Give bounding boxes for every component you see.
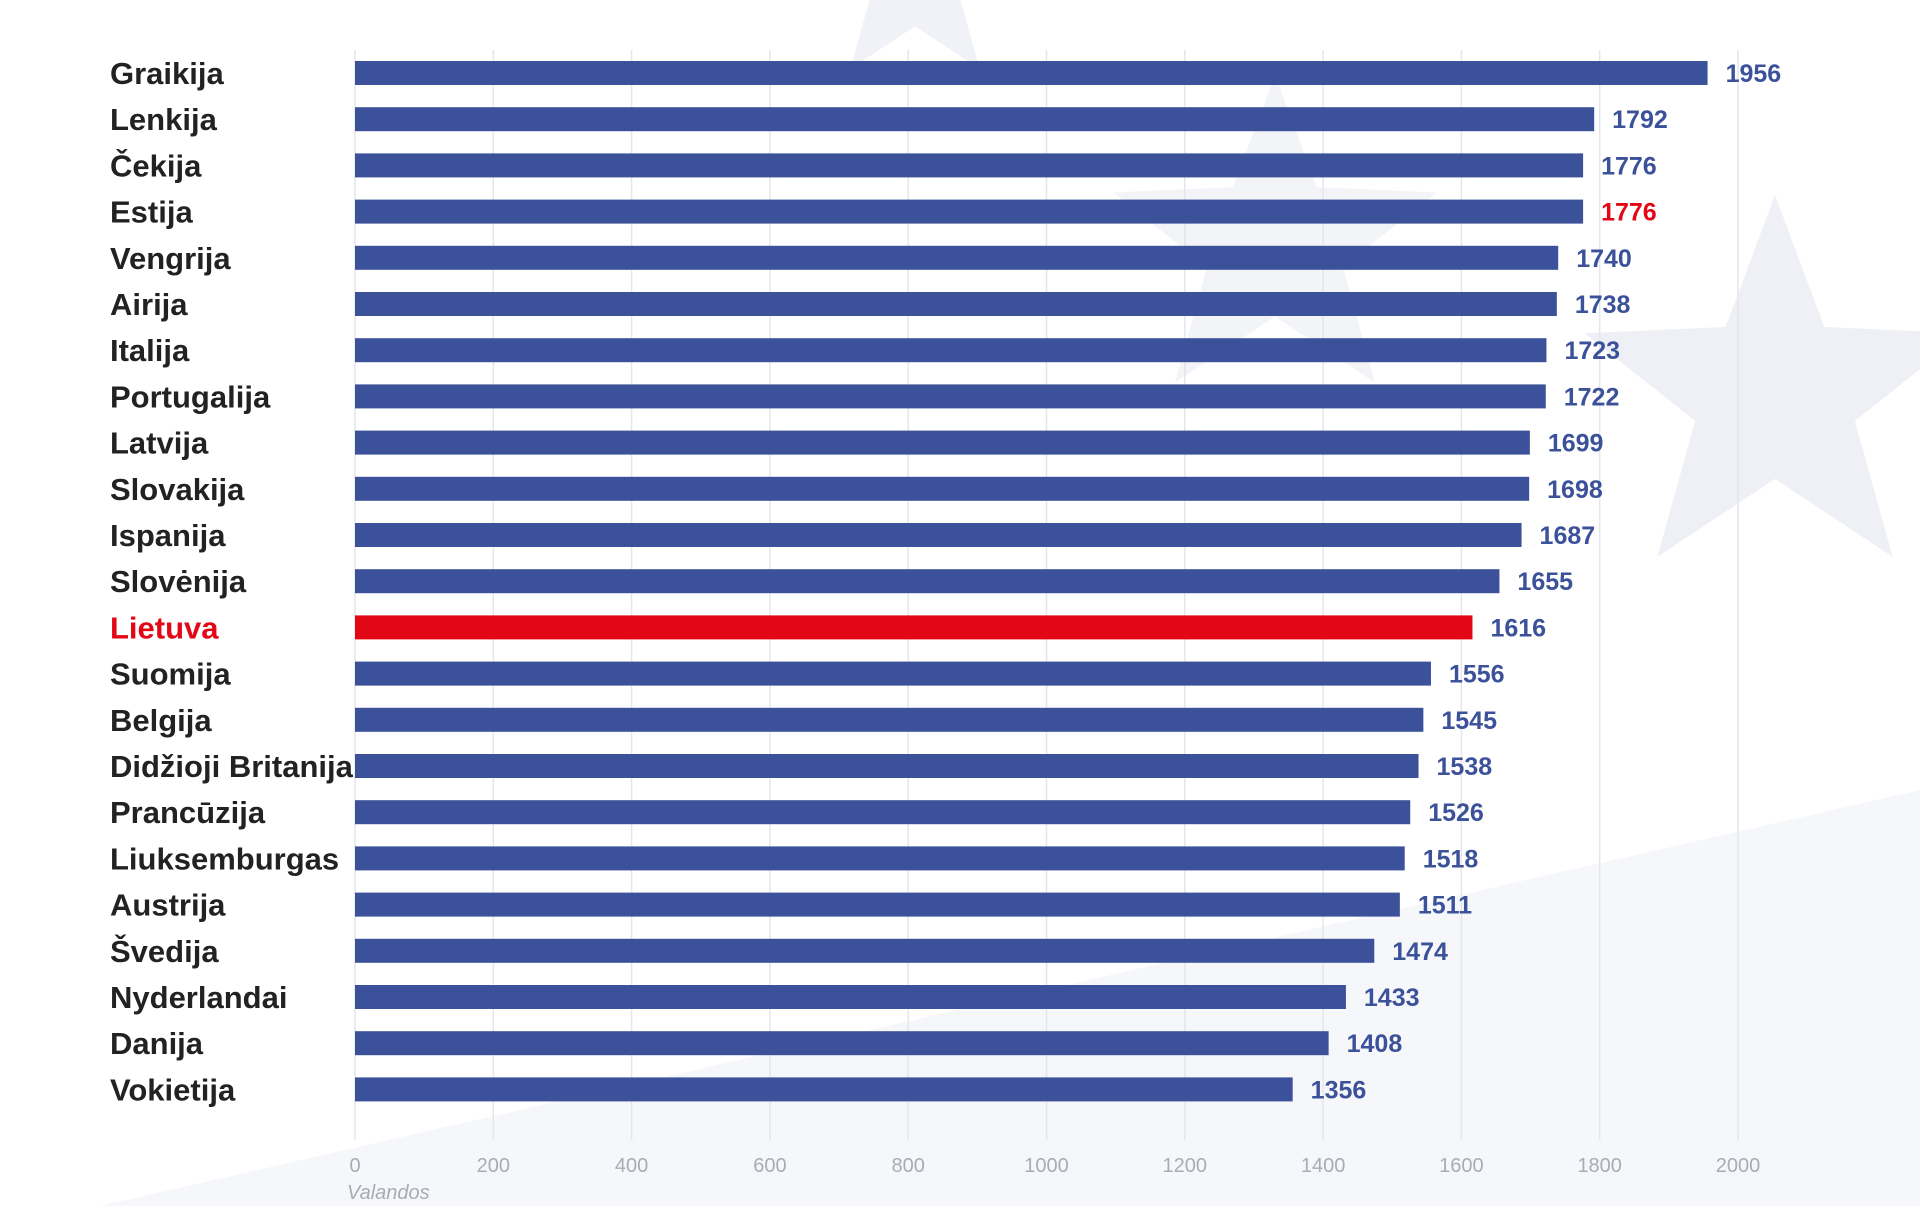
category-label-lietuva: Lietuva [110,610,219,645]
x-tick-label-1400: 1400 [1301,1155,1346,1177]
category-label-graikija: Graikija [110,56,224,91]
bar-italija [355,338,1547,363]
category-label-nyderlandai: Nyderlandai [110,980,287,1015]
value-label-slovakija: 1698 [1547,476,1603,504]
x-tick-label-1000: 1000 [1024,1155,1069,1177]
category-label-lenkija: Lenkija [110,102,218,137]
bar-prancuzija [355,800,1411,825]
x-tick-label-1800: 1800 [1577,1155,1622,1177]
bar-austrija [355,892,1400,917]
bar-cekija [355,153,1584,178]
value-label-cekija: 1776 [1601,152,1657,180]
value-label-belgija: 1545 [1441,707,1497,735]
value-label-vengrija: 1740 [1576,245,1632,273]
bar-nyderlandai [355,985,1346,1009]
x-tick-label-0: 0 [349,1155,360,1177]
bar-slovakija [355,476,1530,501]
bar-danija [355,1031,1329,1056]
value-label-didzioji-britanija: 1538 [1437,753,1493,781]
category-label-latvija: Latvija [110,426,209,461]
category-label-italija: Italija [110,333,190,368]
value-label-latvija: 1699 [1548,430,1604,458]
x-tick-label-2000: 2000 [1716,1155,1761,1177]
value-label-suomija: 1556 [1449,661,1505,689]
category-label-portugalija: Portugalija [110,379,271,414]
category-label-liuksemburgas: Liuksemburgas [110,841,339,876]
bar-graikija [355,61,1708,85]
category-labels: Graikija Lenkija Čekija Estija Vengrija Airij… [110,56,354,1107]
bar-belgija [355,707,1424,732]
value-label-portugalija: 1722 [1564,383,1620,411]
category-label-belgija: Belgija [110,703,212,738]
decor-star-top [850,0,980,69]
bar-vokietija [355,1077,1293,1102]
value-label-italija: 1723 [1564,337,1620,365]
x-tick-label-200: 200 [477,1155,510,1177]
value-label-liuksemburgas: 1518 [1423,845,1479,873]
x-tick-label-1600: 1600 [1439,1155,1484,1177]
bar-airija [355,292,1557,316]
category-label-didzioji-britanija: Didžioji Britanija [110,749,354,784]
bar-vengrija [355,245,1559,270]
value-label-lietuva: 1616 [1490,614,1546,642]
category-label-cekija: Čekija [110,147,202,183]
category-label-ispanija: Ispanija [110,518,226,553]
category-label-estija: Estija [110,195,193,230]
value-label-danija: 1408 [1347,1030,1403,1058]
x-axis-title: Valandos [347,1182,430,1204]
bar-suomija [355,661,1431,686]
value-label-graikija: 1956 [1726,60,1782,88]
value-label-vokietija: 1356 [1311,1076,1367,1104]
bar-ispanija [355,523,1522,547]
value-label-slovenija: 1655 [1517,568,1573,596]
value-label-svedija: 1474 [1392,938,1448,966]
category-label-suomija: Suomija [110,657,231,692]
x-axis-ticks: 0 200 400 600 800 1000 1200 1400 1600 1800 2000 [349,1155,1760,1177]
bar-svedija [355,938,1375,963]
value-label-estija: 1776 [1601,199,1657,227]
value-labels: 1956 1792 1776 1776 1740 1738 1723 1722 1699 1698… [1311,60,1782,1104]
category-label-slovakija: Slovakija [110,472,245,507]
category-label-austrija: Austrija [110,888,226,923]
value-label-ispanija: 1687 [1540,522,1596,550]
bars [355,61,1708,1102]
x-tick-label-1200: 1200 [1163,1155,1208,1177]
x-tick-label-800: 800 [892,1155,925,1177]
value-label-lenkija: 1792 [1612,106,1668,134]
category-label-svedija: Švedija [110,933,219,969]
category-label-airija: Airija [110,287,188,322]
bar-liuksemburgas [355,846,1405,871]
category-label-danija: Danija [110,1026,204,1061]
bar-slovenija [355,569,1500,594]
bar-lietuva [355,615,1473,640]
bar-didzioji-britanija [355,754,1419,778]
value-label-austrija: 1511 [1418,892,1472,920]
decor-star-middle [1113,75,1437,383]
bar-lenkija [355,107,1595,132]
background-decoration [100,0,1920,1206]
value-label-airija: 1738 [1575,291,1631,319]
decor-star-right [1584,195,1920,557]
value-label-nyderlandai: 1433 [1364,984,1420,1012]
category-label-vokietija: Vokietija [110,1072,236,1107]
category-label-vengrija: Vengrija [110,241,231,276]
x-tick-label-600: 600 [753,1155,786,1177]
x-tick-label-400: 400 [615,1155,648,1177]
value-label-prancuzija: 1526 [1428,799,1484,827]
bar-latvija [355,430,1530,455]
bar-estija [355,199,1584,224]
category-label-slovenija: Slovėnija [110,564,247,599]
category-label-prancuzija: Prancūzija [110,795,266,830]
bar-portugalija [355,384,1546,409]
